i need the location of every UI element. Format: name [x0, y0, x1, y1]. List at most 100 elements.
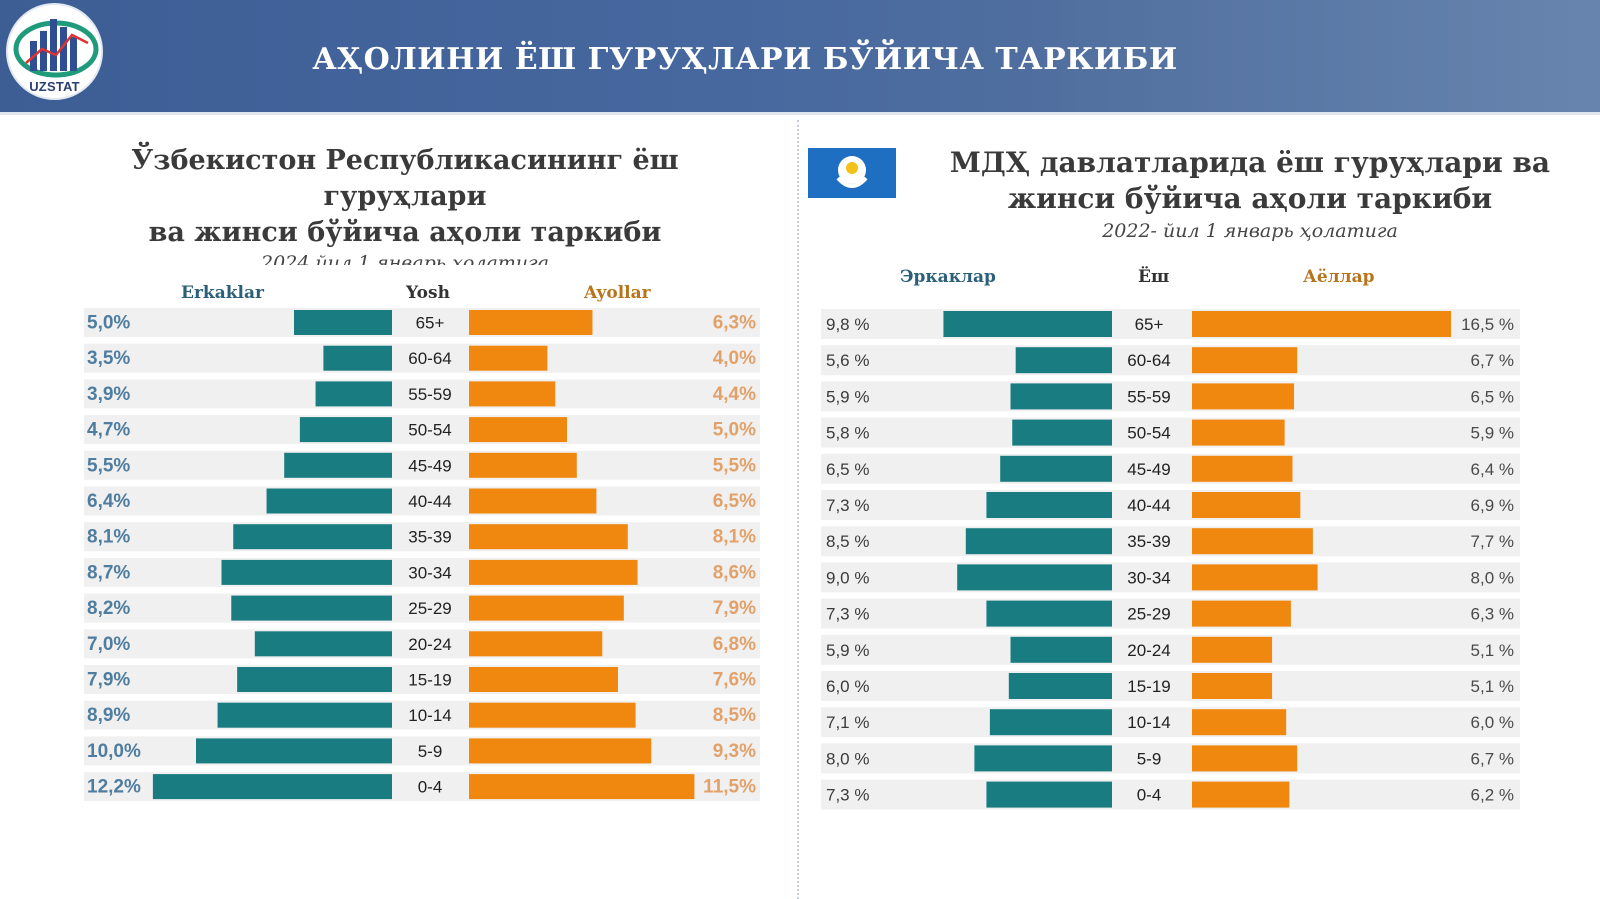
uzbekistan-title-line-3: ва жинси бўйича аҳоли таркиби — [148, 217, 662, 248]
uzbekistan-female-value-label: 6,3% — [713, 313, 756, 334]
header-decoration — [1040, 0, 1600, 112]
cis-female-value-label: 6,4 % — [1471, 460, 1514, 479]
uzbekistan-female-bar — [469, 381, 556, 407]
cis-female-value-label: 5,9 % — [1471, 424, 1514, 443]
cis-female-value-label: 6,2 % — [1471, 786, 1514, 805]
cis-female-bar — [1192, 347, 1298, 374]
uzbekistan-female-value-label: 6,8% — [713, 634, 756, 655]
uzbekistan-female-bar — [469, 310, 593, 335]
cis-female-value-label: 6,0 % — [1471, 713, 1514, 732]
uzbekistan-male-value-label: 8,9% — [87, 705, 130, 726]
cis-age-label: 5-9 — [1137, 749, 1162, 768]
uzbekistan-row-band — [84, 593, 760, 623]
uzbekistan-female-bar — [469, 417, 567, 443]
uzbekistan-female-bar — [469, 345, 548, 371]
uzbekistan-pyramid-chart: 65+ 5,0% 6,3% 60-64 3,5% 4,0% 55-59 3,9% 4,4% 50-… — [84, 308, 760, 802]
uzbekistan-row-band — [84, 557, 760, 587]
cis-age-label: 45-49 — [1127, 460, 1170, 479]
uzbekistan-row-band — [84, 415, 760, 445]
cis-row-band — [821, 381, 1520, 412]
uzbekistan-age-label: 55-59 — [408, 385, 451, 404]
cis-male-bar — [957, 564, 1112, 591]
uzbekistan-male-bar — [323, 345, 392, 371]
cis-female-bar — [1192, 311, 1452, 337]
uzbekistan-row-band — [84, 343, 760, 373]
uzbekistan-male-bar — [233, 524, 392, 550]
uzbekistan-age-label: 30-34 — [408, 563, 451, 582]
cis-female-bar — [1192, 492, 1301, 518]
uzbekistan-male-value-label: 8,2% — [87, 598, 130, 619]
uzbekistan-row-band — [84, 665, 760, 694]
cis-male-bar — [974, 745, 1112, 772]
cis-male-value-label: 7,3 % — [826, 496, 869, 515]
cis-female-bar — [1192, 383, 1295, 410]
cis-chart-subtitle: 2022- йил 1 январь ҳолатига — [1102, 220, 1398, 242]
uzbekistan-male-bar — [284, 452, 392, 478]
uzbekistan-age-label: 15-19 — [408, 671, 451, 690]
cis-male-bar — [1010, 636, 1112, 663]
cis-male-bar — [965, 528, 1112, 555]
uzbekistan-female-value-label: 7,9% — [713, 598, 756, 619]
cis-flag-icon — [808, 148, 896, 198]
uzbekistan-female-value-label: 5,0% — [713, 420, 756, 441]
uzbekistan-male-bar — [217, 702, 392, 728]
cis-male-bar — [986, 600, 1112, 627]
cis-row-band — [821, 707, 1520, 738]
cis-female-bar — [1192, 564, 1318, 591]
uzbekistan-male-value-label: 5,5% — [87, 455, 130, 476]
cis-male-bar — [1015, 347, 1112, 374]
uzbekistan-female-value-label: 8,6% — [713, 562, 756, 583]
cis-row-band — [821, 526, 1520, 557]
cis-age-label: 20-24 — [1127, 641, 1170, 660]
uzbekistan-female-value-label: 11,5% — [703, 777, 756, 798]
cis-male-value-label: 5,8 % — [826, 424, 869, 443]
uzbekistan-female-value-label: 4,0% — [713, 348, 756, 369]
uzbekistan-male-bar — [221, 559, 392, 585]
uzbekistan-male-bar — [152, 774, 392, 800]
uzbekistan-male-value-label: 6,4% — [87, 491, 130, 512]
uzbekistan-male-bar — [231, 595, 392, 621]
cis-male-value-label: 8,0 % — [826, 749, 869, 768]
uzbekistan-male-bar — [315, 381, 392, 407]
uzbekistan-age-header: Yosh — [406, 283, 450, 303]
cis-male-value-label: 7,3 % — [826, 605, 869, 624]
cis-female-value-label: 6,7 % — [1471, 351, 1514, 370]
uzbekistan-female-bar — [469, 559, 638, 585]
cis-age-label: 25-29 — [1127, 605, 1170, 624]
uzbekistan-female-bar — [469, 631, 603, 657]
uzbekistan-male-bar — [237, 667, 392, 692]
uzbekistan-chart-subtitle: 2024 йил 1 январь холатига — [261, 252, 549, 265]
cis-male-bar — [1012, 419, 1112, 446]
cis-title-line-2: жинси бўйича аҳоли таркиби — [1007, 182, 1493, 215]
cis-male-value-label: 6,0 % — [826, 677, 869, 696]
uzbekistan-male-value-label: 8,1% — [87, 527, 130, 548]
uzbekistan-age-label: 50-54 — [408, 421, 451, 440]
cis-age-header: Ёш — [1138, 267, 1170, 287]
cis-age-label: 30-34 — [1127, 568, 1170, 587]
cis-male-bar — [1000, 455, 1112, 482]
cis-female-bar — [1192, 709, 1287, 736]
cis-female-value-label: 6,5 % — [1471, 387, 1514, 406]
cis-row-band — [821, 345, 1520, 376]
cis-female-bar — [1192, 419, 1285, 446]
logo-graphic-icon — [13, 19, 99, 78]
cis-age-label: 35-39 — [1127, 532, 1170, 551]
uzbekistan-male-value-label: 3,5% — [87, 348, 130, 369]
uzbekistan-female-value-label: 4,4% — [713, 384, 756, 405]
uzbekistan-row-band — [84, 308, 760, 337]
uzbekistan-age-label: 5-9 — [418, 742, 443, 761]
uzbekistan-male-value-label: 5,0% — [87, 313, 130, 334]
uzbekistan-row-band — [84, 522, 760, 552]
uzbekistan-row-band — [84, 450, 760, 480]
cis-age-label: 50-54 — [1127, 424, 1170, 443]
cis-female-value-label: 8,0 % — [1471, 568, 1514, 587]
header-banner: UZSTAT АҲОЛИНИ ЁШ ГУРУҲЛАРИ БЎЙИЧА ТАРКИ… — [0, 0, 1600, 115]
uzbekistan-male-bar — [196, 738, 392, 764]
cis-female-bar — [1192, 600, 1291, 627]
cis-female-bar — [1192, 528, 1313, 555]
cis-male-header: Эркаклар — [900, 267, 996, 287]
uzbekistan-female-value-label: 9,3% — [713, 741, 756, 762]
cis-row-band — [821, 562, 1520, 593]
cis-female-bar — [1192, 781, 1290, 808]
